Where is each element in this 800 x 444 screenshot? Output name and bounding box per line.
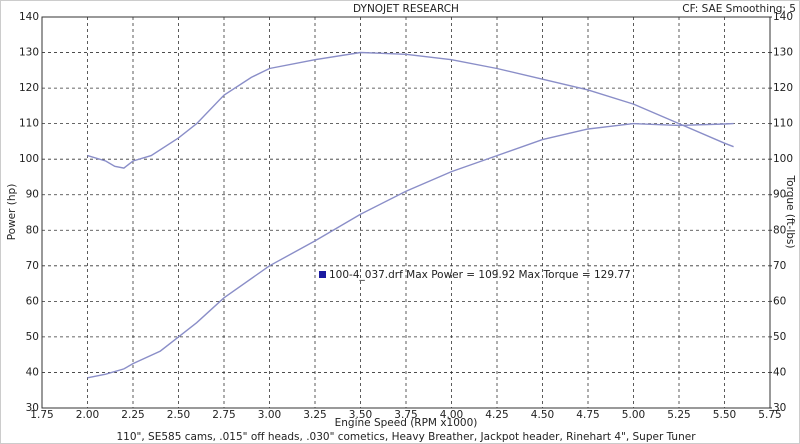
y2-tick-label: 130 <box>773 47 793 59</box>
x-tick-label: 3.25 <box>303 409 326 421</box>
y2-tick-label: 80 <box>773 224 786 236</box>
x-tick-label: 3.75 <box>394 409 417 421</box>
x-tick-label: 2.75 <box>212 409 235 421</box>
y-tick-label: 120 <box>19 82 39 94</box>
x-tick-label: 2.25 <box>121 409 144 421</box>
y2-tick-label: 120 <box>773 82 793 94</box>
y2-tick-label: 140 <box>773 11 793 23</box>
y-tick-label: 70 <box>26 260 39 272</box>
x-tick-label: 4.75 <box>576 409 599 421</box>
x-tick-label: 2.00 <box>76 409 99 421</box>
y2-axis-label: Torque (ft-lbs) <box>784 175 796 249</box>
legend-swatch <box>319 271 326 278</box>
x-tick-label: 5.50 <box>713 409 736 421</box>
x-tick-label: 4.25 <box>485 409 508 421</box>
y2-tick-label: 30 <box>773 402 786 414</box>
x-tick-label: 4.50 <box>531 409 554 421</box>
x-tick-label: 5.75 <box>758 409 781 421</box>
y2-tick-label: 100 <box>773 153 793 165</box>
footer: 110", SE585 cams, .015" off heads, .030"… <box>116 431 696 443</box>
x-tick-label: 4.00 <box>440 409 463 421</box>
x-tick-label: 2.50 <box>167 409 190 421</box>
y-tick-label: 90 <box>26 189 39 201</box>
x-tick-label: 3.00 <box>258 409 281 421</box>
y-tick-label: 40 <box>26 366 39 378</box>
y2-tick-label: 110 <box>773 118 793 130</box>
y2-tick-label: 70 <box>773 260 786 272</box>
x-tick-label: 5.25 <box>667 409 690 421</box>
x-tick-label: 5.00 <box>622 409 645 421</box>
y-tick-label: 80 <box>26 224 39 236</box>
series-line <box>87 122 734 379</box>
series-line <box>87 51 734 169</box>
y-tick-label: 30 <box>26 402 39 414</box>
x-tick-label: 1.75 <box>30 409 53 421</box>
legend-text: 100-4_037.drf Max Power = 109.92 Max Tor… <box>329 269 631 281</box>
y-tick-label: 110 <box>19 118 39 130</box>
y-tick-label: 100 <box>19 153 39 165</box>
chart-subtitle: CF: SAE Smoothing: 5 <box>682 3 796 15</box>
y2-tick-label: 40 <box>773 366 786 378</box>
y2-tick-label: 60 <box>773 295 786 307</box>
y-tick-label: 50 <box>26 331 39 343</box>
y-tick-label: 130 <box>19 47 39 59</box>
chart-title: DYNOJET RESEARCH <box>353 3 459 15</box>
y2-tick-label: 50 <box>773 331 786 343</box>
y2-tick-label: 90 <box>773 189 786 201</box>
x-axis-label: Engine Speed (RPM x1000) <box>335 417 478 429</box>
x-tick-label: 3.50 <box>349 409 372 421</box>
y-tick-label: 140 <box>19 11 39 23</box>
y-tick-label: 60 <box>26 295 39 307</box>
y-axis-label: Power (hp) <box>6 184 18 241</box>
